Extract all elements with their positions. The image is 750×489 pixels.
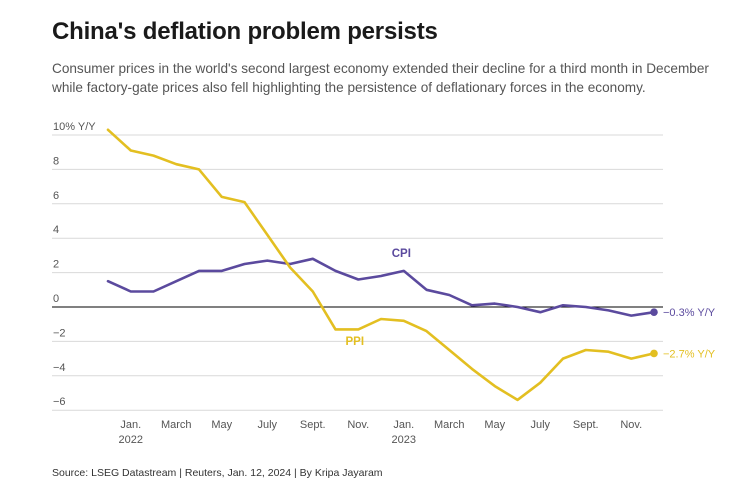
y-tick-label: 6	[53, 190, 59, 202]
x-tick-label: July	[530, 419, 550, 431]
x-tick-label: March	[434, 419, 465, 431]
cpi-series-label: CPI	[392, 248, 411, 260]
ppi-end-point	[650, 349, 658, 358]
source-note: Source: LSEG Datastream | Reuters, Jan. …	[52, 467, 383, 479]
y-tick-label: −2	[53, 327, 66, 339]
x-tick-label: July	[257, 419, 277, 431]
x-tick-label: Nov.	[620, 419, 642, 431]
cpi-end-label: −0.3% Y/Y	[663, 307, 716, 319]
x-tick-label: Sept.	[573, 419, 599, 431]
x-tick-label: Nov.	[347, 419, 369, 431]
x-tick-label: Sept.	[300, 419, 326, 431]
cpi-end-point	[650, 308, 658, 316]
y-tick-label: −4	[53, 362, 66, 374]
y-tick-label: 0	[53, 293, 59, 305]
x-tick-label: March	[161, 419, 192, 431]
x-tick-label: May	[484, 419, 505, 431]
x-tick-label: Jan.	[120, 419, 141, 431]
y-tick-label: 8	[53, 155, 59, 167]
ppi-series-label: PPI	[346, 336, 365, 348]
y-tick-label: −6	[53, 396, 66, 408]
x-tick-year-label: 2022	[119, 434, 143, 446]
ppi-series-line	[106, 128, 656, 402]
cpi-series-line	[106, 257, 656, 317]
y-tick-label: 2	[53, 259, 59, 271]
chart-subtitle: Consumer prices in the world's second la…	[52, 61, 709, 95]
ppi-end-label: −2.7% Y/Y	[663, 348, 716, 360]
chart-title: China's deflation problem persists	[52, 18, 438, 45]
x-tick-label: May	[211, 419, 232, 431]
y-tick-label: 4	[53, 224, 59, 236]
x-tick-year-label: 2023	[392, 434, 416, 446]
y-tick-label: 10% Y/Y	[53, 121, 96, 133]
x-tick-label: Jan.	[393, 419, 414, 431]
